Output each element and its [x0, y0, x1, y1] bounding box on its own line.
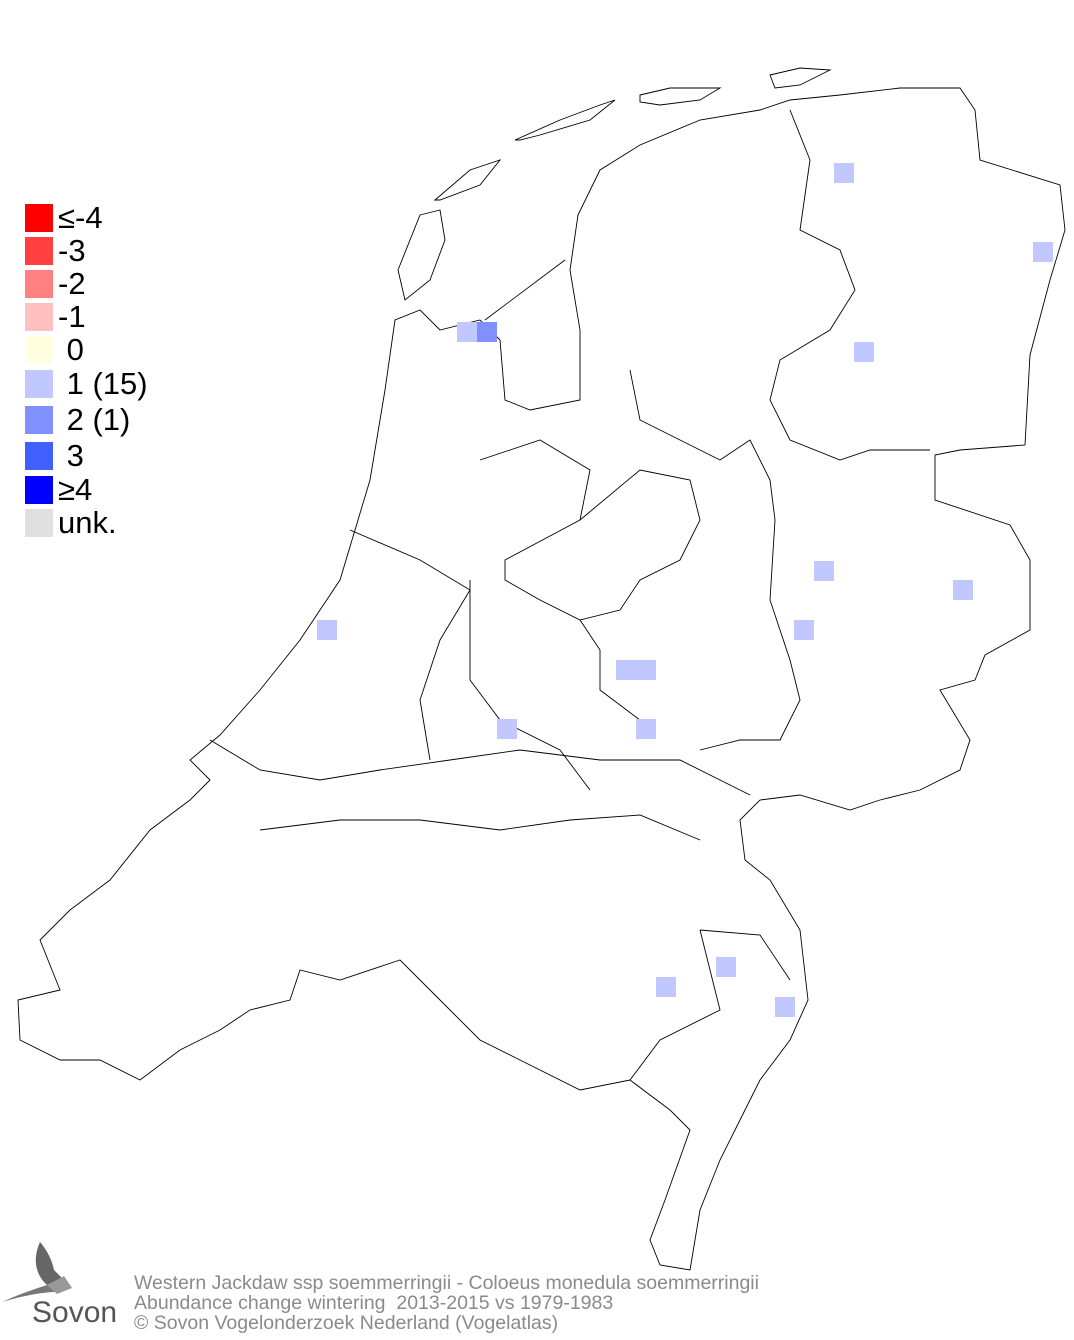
legend-item: ≥4 — [25, 472, 93, 507]
map-caption: Western Jackdaw ssp soemmerringii - Colo… — [134, 1273, 759, 1333]
legend-item: 0 — [25, 332, 84, 367]
terschelling-island — [514, 99, 616, 141]
sovon-logo-text: Sovon — [32, 1296, 118, 1329]
legend-item: -3 — [25, 233, 86, 268]
legend-swatch — [25, 406, 53, 434]
grid-cell — [953, 580, 973, 600]
ameland-island — [639, 87, 722, 106]
rivers — [209, 580, 751, 841]
grid-cell — [457, 322, 477, 342]
legend-swatch — [25, 237, 53, 265]
grid-cell — [616, 660, 636, 680]
legend-item: 3 — [25, 438, 84, 473]
legend-label: 1 (15) — [58, 366, 148, 401]
country-outline — [17, 87, 1066, 1271]
legend-item: 1 (15) — [25, 366, 148, 401]
caption-period: Abundance change wintering 2013-2015 vs … — [134, 1292, 614, 1314]
grid-cell — [477, 322, 497, 342]
province-borders — [349, 109, 930, 1081]
grid-cell — [636, 660, 656, 680]
grid-cell — [814, 561, 834, 581]
grid-cell — [656, 977, 676, 997]
legend-label: 3 — [58, 438, 84, 473]
flevoland — [504, 469, 701, 621]
grid-cell — [854, 342, 874, 362]
legend-item: unk. — [25, 505, 117, 540]
legend-label: 0 — [58, 332, 84, 367]
caption-species: Western Jackdaw ssp soemmerringii - Colo… — [134, 1272, 759, 1294]
grid-cell — [1033, 242, 1053, 262]
legend-swatch — [25, 509, 53, 537]
legend-item: -2 — [25, 266, 86, 301]
legend-item: ≤-4 — [25, 200, 103, 235]
legend-swatch — [25, 204, 53, 232]
sovon-swallow-logo-icon — [2, 1242, 72, 1302]
grid-cell — [497, 719, 517, 739]
legend-item: -1 — [25, 299, 86, 334]
grid-cell — [317, 620, 337, 640]
legend-label: unk. — [58, 505, 117, 540]
grid-cell — [716, 957, 736, 977]
legend-swatch — [25, 442, 53, 470]
legend-swatch — [25, 476, 53, 504]
grid-cell — [775, 997, 795, 1017]
grid-cell — [834, 163, 854, 183]
legend-label: -2 — [58, 266, 86, 301]
texel-island — [397, 209, 446, 301]
legend-swatch — [25, 303, 53, 331]
legend-label: ≥4 — [58, 472, 93, 507]
ijsselmeer-dike — [484, 259, 566, 321]
grid-cell — [636, 719, 656, 739]
legend-label: -1 — [58, 299, 86, 334]
legend-label: -3 — [58, 233, 86, 268]
vlieland-island — [433, 159, 502, 201]
legend-swatch — [25, 270, 53, 298]
caption-copyright: © Sovon Vogelonderzoek Nederland (Vogela… — [134, 1312, 559, 1334]
schiermonnikoog-island — [769, 67, 832, 89]
legend-swatch — [25, 370, 53, 398]
legend-item: 2 (1) — [25, 402, 131, 437]
legend-label: ≤-4 — [58, 200, 103, 235]
legend-swatch — [25, 336, 53, 364]
grid-cell — [794, 620, 814, 640]
legend-label: 2 (1) — [58, 402, 131, 437]
